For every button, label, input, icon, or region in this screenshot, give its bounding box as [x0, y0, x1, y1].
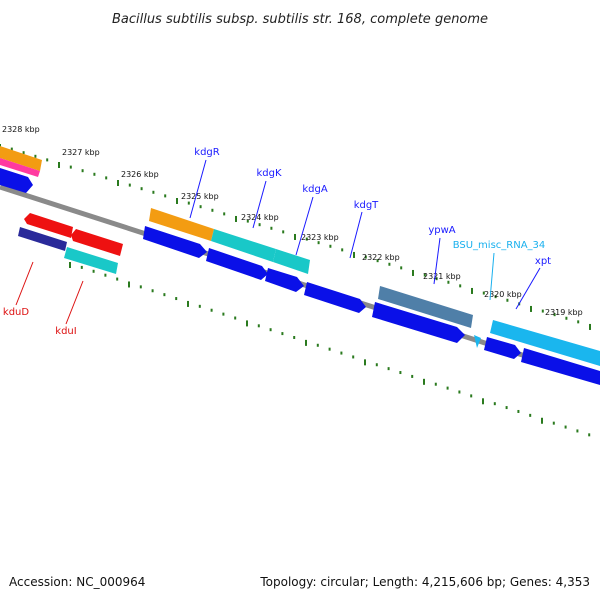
- cds-arrow-7[interactable]: [484, 337, 521, 359]
- gene-label-kdgt[interactable]: kdgT: [354, 200, 379, 211]
- cds-arrow-2[interactable]: [143, 226, 207, 258]
- callout-line: [15, 261, 34, 306]
- cds-arrow-1[interactable]: [0, 168, 33, 193]
- tick-label: 2321 kbp: [423, 272, 461, 281]
- cds-arrow-8[interactable]: [521, 348, 600, 385]
- cds-arrow-6[interactable]: [372, 302, 465, 343]
- feature-track-outer: [0, 146, 600, 366]
- tick-label: 2328 kbp: [2, 125, 40, 134]
- gene-label-kdud[interactable]: kduD: [3, 307, 29, 318]
- gene-label-kdui[interactable]: kduI: [55, 326, 76, 337]
- feature-track-cds: [0, 168, 600, 385]
- feature-kduD-navy[interactable]: [18, 227, 67, 251]
- feature-track-inner: [18, 213, 123, 274]
- tick-labels: 2328 kbp 2327 kbp 2326 kbp 2325 kbp 2324 kbp…: [2, 125, 583, 317]
- callout-line: [433, 237, 441, 285]
- callout-line: [295, 196, 314, 256]
- callout-line: [189, 159, 207, 219]
- feature-xpt[interactable]: [490, 320, 600, 366]
- feature-misc-rna[interactable]: [474, 335, 481, 348]
- callout-line: [489, 252, 495, 301]
- gene-label-bsu_misc_rna_34[interactable]: BSU_misc_RNA_34: [453, 240, 546, 251]
- gene-label-xpt[interactable]: xpt: [535, 256, 551, 267]
- feature-kdgK[interactable]: [211, 229, 276, 262]
- genome-stats-text: Topology: circular; Length: 4,215,606 bp…: [259, 575, 590, 589]
- tick-label: 2326 kbp: [121, 170, 159, 179]
- outer-tick-track: [0, 144, 591, 330]
- feature-kdgA[interactable]: [273, 249, 310, 274]
- inner-tick-track: [69, 262, 591, 437]
- tick-label: 2323 kbp: [301, 233, 339, 242]
- callout-line: [252, 180, 267, 229]
- gene-label-kdga[interactable]: kdgA: [302, 184, 327, 195]
- cds-arrow-5[interactable]: [304, 282, 366, 313]
- callout-line: [349, 211, 363, 259]
- accession-text: Accession: NC_000964: [9, 575, 145, 589]
- gene-label-kdgk[interactable]: kdgK: [256, 168, 281, 179]
- feature-kduD-red[interactable]: [24, 213, 73, 238]
- feature-pink-left: [0, 158, 40, 177]
- feature-kduI[interactable]: [64, 247, 118, 274]
- cds-arrow-3[interactable]: [206, 248, 268, 280]
- callout-line: [65, 280, 84, 325]
- map-title: Bacillus subtilis subsp. subtilis str. 1…: [112, 12, 488, 27]
- tick-label: 2327 kbp: [62, 148, 100, 157]
- tick-label: 2322 kbp: [362, 253, 400, 262]
- gene-label-ypwa[interactable]: ypwA: [428, 225, 455, 236]
- gene-label-kdgr[interactable]: kdgR: [194, 147, 219, 158]
- tick-label: 2325 kbp: [181, 192, 219, 201]
- feature-ypwA[interactable]: [378, 286, 473, 328]
- feature-orange-left: [0, 146, 42, 171]
- cds-arrow-4[interactable]: [265, 268, 304, 292]
- tick-label: 2324 kbp: [241, 213, 279, 222]
- feature-red-2[interactable]: [71, 229, 123, 256]
- tick-label: 2319 kbp: [545, 308, 583, 317]
- tick-label: 2320 kbp: [484, 290, 522, 299]
- callout-line: [515, 267, 541, 310]
- feature-kdgR[interactable]: [149, 208, 214, 241]
